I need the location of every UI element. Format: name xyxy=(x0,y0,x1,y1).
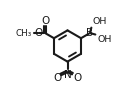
Text: B: B xyxy=(86,28,93,38)
Text: N: N xyxy=(64,70,71,80)
Text: O: O xyxy=(53,73,62,83)
Text: OH: OH xyxy=(97,35,112,44)
Text: CH₃: CH₃ xyxy=(15,29,31,38)
Text: OH: OH xyxy=(92,17,106,26)
Text: O: O xyxy=(41,16,49,26)
Text: O: O xyxy=(73,73,82,83)
Text: O: O xyxy=(34,28,43,38)
